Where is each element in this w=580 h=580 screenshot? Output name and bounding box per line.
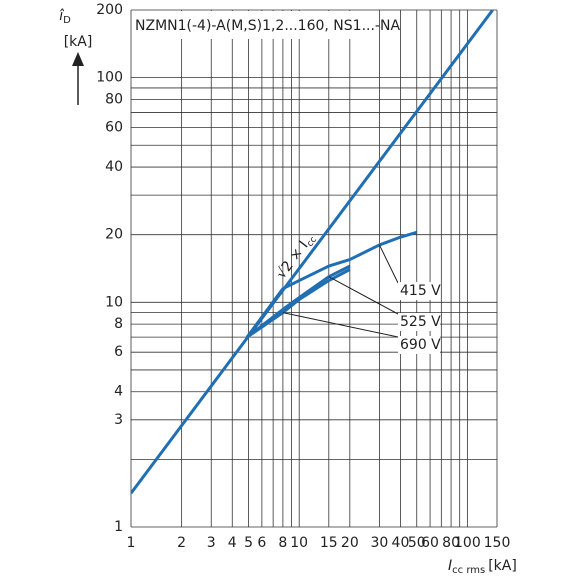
y-tick-label: 1 xyxy=(114,519,123,535)
y-tick-label: 80 xyxy=(105,91,123,107)
y-tick-label: 20 xyxy=(105,227,123,243)
y-tick-label: 3 xyxy=(114,412,123,428)
x-tick-label: 10 xyxy=(290,535,308,551)
x-axis-symbol: I xyxy=(448,558,452,574)
x-tick-label: 80 xyxy=(442,535,460,551)
y-tick-label: 100 xyxy=(96,70,123,86)
x-tick-label: 1 xyxy=(127,535,136,551)
leader-line xyxy=(328,276,399,315)
x-axis-sub: cc rms xyxy=(452,565,485,576)
series-label: 690 V xyxy=(400,337,441,353)
reference-label-sub: cc xyxy=(305,235,319,249)
y-tick-label: 8 xyxy=(114,316,123,332)
series-label: 415 V xyxy=(400,283,441,299)
x-tick-label: 40 xyxy=(392,535,410,551)
x-tick-label: 60 xyxy=(421,535,439,551)
title-box xyxy=(132,11,364,39)
data-line xyxy=(131,10,494,495)
label-bg xyxy=(398,282,440,300)
leader-line xyxy=(282,312,399,338)
y-axis-symbol: î xyxy=(59,8,64,24)
y-tick-label: 200 xyxy=(96,2,123,18)
x-tick-label: 8 xyxy=(278,535,287,551)
y-tick-label: 6 xyxy=(114,344,123,360)
x-tick-label: 30 xyxy=(371,535,389,551)
x-tick-label: 15 xyxy=(320,535,338,551)
y-tick-label: 10 xyxy=(105,294,123,310)
y-arrow-head xyxy=(72,52,84,66)
y-axis-label: îD xyxy=(59,8,71,26)
x-tick-label: 5 xyxy=(244,535,253,551)
x-axis-label: Icc rms [kA] xyxy=(448,558,517,576)
x-tick-label: 150 xyxy=(484,535,511,551)
data-line xyxy=(246,268,351,339)
leader-line xyxy=(378,244,399,284)
label-bg xyxy=(398,313,440,331)
x-tick-label: 2 xyxy=(177,535,186,551)
y-axis-unit: [kA] xyxy=(64,34,93,50)
x-tick-label: 3 xyxy=(207,535,216,551)
y-tick-label: 40 xyxy=(105,159,123,175)
x-tick-label: 100 xyxy=(454,535,481,551)
y-tick-label: 4 xyxy=(114,384,123,400)
series-label: 525 V xyxy=(400,314,441,330)
chart-title: NZMN1(-4)-A(M,S)1,2...160, NS1...-NA xyxy=(135,18,400,34)
data-line xyxy=(245,230,418,339)
data-line xyxy=(246,264,351,339)
y-tick-label: 60 xyxy=(105,119,123,135)
x-tick-label: 6 xyxy=(257,535,266,551)
x-tick-label: 20 xyxy=(341,535,359,551)
label-bg xyxy=(398,336,440,354)
x-tick-label: 50 xyxy=(408,535,426,551)
y-axis-sub: D xyxy=(63,15,71,26)
x-axis-unit: [kA] xyxy=(488,558,517,574)
x-tick-label: 4 xyxy=(228,535,237,551)
